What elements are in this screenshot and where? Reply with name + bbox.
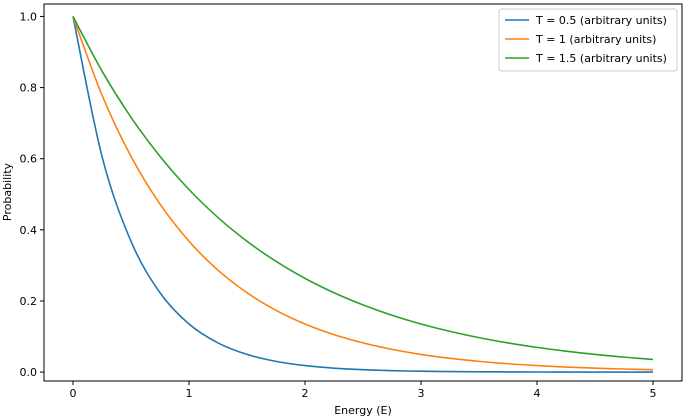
x-axis: 0 1 2 3 4 5 [70,381,657,400]
x-tick-label: 0 [70,387,77,400]
legend-entry-1: T = 1 (arbitrary units) [535,33,656,46]
y-tick-label: 0.2 [20,295,38,308]
y-tick-label: 0.6 [20,153,38,166]
y-axis-label: Probability [1,162,14,221]
x-tick-label: 5 [650,387,657,400]
y-tick-label: 0.4 [20,224,38,237]
legend-entry-2: T = 1.5 (arbitrary units) [535,52,667,65]
x-axis-label: Energy (E) [334,404,392,417]
y-tick-label: 0.0 [20,366,38,379]
series-line-0 [72,16,654,373]
x-tick-label: 2 [302,387,309,400]
series-layer [72,16,654,373]
y-tick-label: 0.8 [20,82,38,95]
y-axis: 0.0 0.2 0.4 0.6 0.8 1.0 [20,10,44,379]
y-tick-label: 1.0 [20,10,38,23]
series-line-2 [72,16,654,361]
legend-box [498,8,678,72]
x-tick-label: 3 [418,387,425,400]
x-tick-label: 1 [186,387,193,400]
series-line-1 [72,16,654,371]
legend: T = 0.5 (arbitrary units) T = 1 (arbitrar… [498,8,678,72]
x-tick-label: 4 [534,387,541,400]
legend-entry-0: T = 0.5 (arbitrary units) [535,14,667,27]
